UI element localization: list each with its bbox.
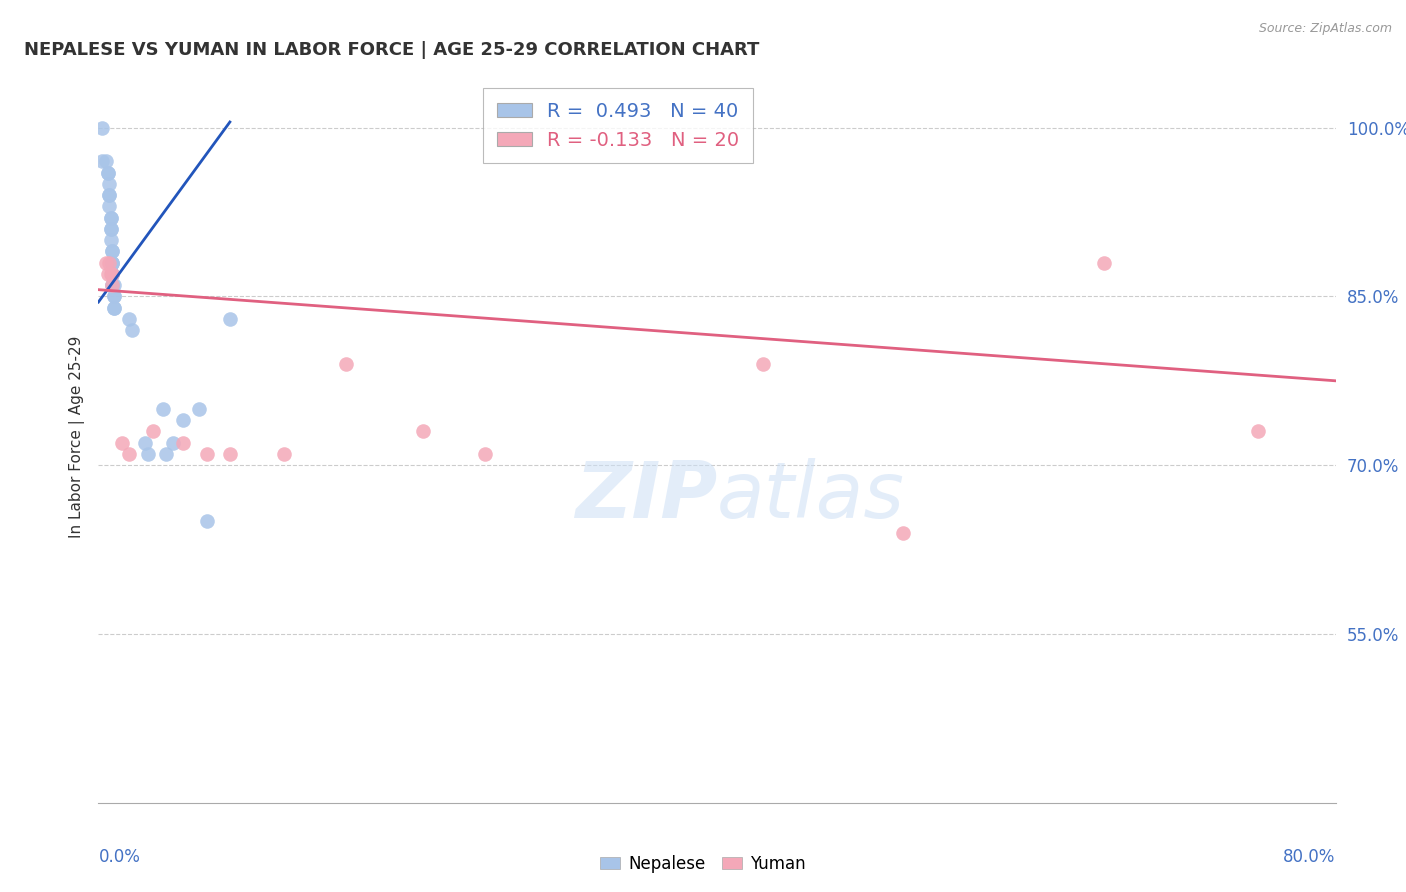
Point xyxy=(188,401,211,416)
Point xyxy=(98,188,121,202)
Text: atlas: atlas xyxy=(717,458,905,533)
Point xyxy=(97,267,120,281)
Point xyxy=(752,357,775,371)
Point xyxy=(101,244,124,259)
Point xyxy=(412,425,434,439)
Y-axis label: In Labor Force | Age 25-29: In Labor Force | Age 25-29 xyxy=(69,336,84,538)
Point xyxy=(118,447,141,461)
Point xyxy=(103,301,125,315)
Point xyxy=(101,255,124,269)
Legend: Nepalese, Yuman: Nepalese, Yuman xyxy=(593,848,813,880)
Point xyxy=(98,177,121,191)
Point xyxy=(101,278,124,293)
Point xyxy=(100,267,122,281)
Point xyxy=(101,267,124,281)
Point xyxy=(98,199,121,213)
Point xyxy=(172,435,194,450)
Point xyxy=(111,435,132,450)
Point xyxy=(219,447,242,461)
Point xyxy=(219,312,242,326)
Point xyxy=(474,447,496,461)
Point xyxy=(101,255,124,269)
Point xyxy=(98,255,121,269)
Point xyxy=(97,166,120,180)
Point xyxy=(1092,255,1115,269)
Point xyxy=(136,447,159,461)
Text: Source: ZipAtlas.com: Source: ZipAtlas.com xyxy=(1258,22,1392,36)
Point xyxy=(101,267,124,281)
Point xyxy=(155,447,177,461)
Point xyxy=(1247,425,1270,439)
Point xyxy=(97,166,120,180)
Point xyxy=(134,435,156,450)
Point xyxy=(273,447,295,461)
Point xyxy=(100,222,122,236)
Point xyxy=(100,211,122,225)
Point xyxy=(96,154,118,169)
Point xyxy=(90,120,112,135)
Point xyxy=(195,515,218,529)
Point xyxy=(195,447,218,461)
Point xyxy=(152,401,174,416)
Point xyxy=(100,211,122,225)
Point xyxy=(90,154,112,169)
Point xyxy=(335,357,357,371)
Point xyxy=(101,255,124,269)
Point xyxy=(103,289,125,303)
Point xyxy=(162,435,184,450)
Point xyxy=(141,425,165,439)
Point xyxy=(101,267,124,281)
Point xyxy=(101,278,124,293)
Point xyxy=(96,255,118,269)
Point xyxy=(103,301,125,315)
Legend: R =  0.493   N = 40, R = -0.133   N = 20: R = 0.493 N = 40, R = -0.133 N = 20 xyxy=(484,88,754,163)
Point xyxy=(172,413,194,427)
Point xyxy=(118,312,141,326)
Point xyxy=(101,267,124,281)
Point xyxy=(103,289,125,303)
Point xyxy=(101,278,124,293)
Point xyxy=(100,222,122,236)
Point xyxy=(891,525,914,540)
Text: ZIP: ZIP xyxy=(575,458,717,533)
Point xyxy=(100,233,122,247)
Text: 80.0%: 80.0% xyxy=(1284,847,1336,866)
Point xyxy=(121,323,143,337)
Text: 0.0%: 0.0% xyxy=(98,847,141,866)
Point xyxy=(98,188,121,202)
Point xyxy=(103,278,125,293)
Text: NEPALESE VS YUMAN IN LABOR FORCE | AGE 25-29 CORRELATION CHART: NEPALESE VS YUMAN IN LABOR FORCE | AGE 2… xyxy=(24,41,759,59)
Point xyxy=(101,244,124,259)
